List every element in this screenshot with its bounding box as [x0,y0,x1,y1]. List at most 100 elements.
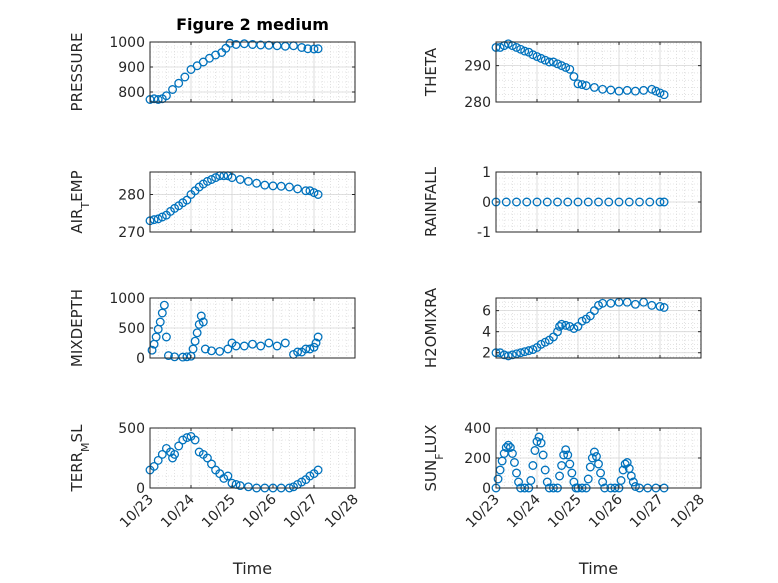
subplot-3: 270 280 AIRTEMP [68,170,356,241]
data-point [309,342,319,352]
data-point [215,346,225,356]
data-point [202,176,212,186]
y-tick-label: 1 [482,165,491,181]
data-point [557,461,567,470]
data-point [540,55,550,65]
x-tick-label: 10/25 [545,492,585,532]
data-point [553,59,562,69]
data-point [659,197,669,207]
x-tick-label: 10/28 [668,492,708,532]
data-point [309,188,319,198]
data-point [540,465,550,475]
y-tick-label: 1000 [109,35,145,51]
data-point [182,433,192,443]
data-point [587,453,597,463]
axes-box [495,297,702,359]
y-tick-label: -1 [477,225,491,241]
data-point [252,178,262,188]
x-axis-label: Time [232,559,272,578]
data-point [594,197,603,207]
data-point [553,327,562,337]
data-point [243,482,253,492]
chart-title: Figure 2 medium [176,15,329,34]
data-point [493,474,503,484]
data-point [516,348,526,358]
y-tick-label: 0 [136,481,145,497]
data-point [565,64,575,74]
subplot-5: 0 500 1000 MIXDEPTH [68,289,356,367]
plot-area [496,298,701,358]
y-axis-label: AIRTEMP [68,170,92,233]
data-point [510,458,519,467]
y-tick-label: 270 [118,225,145,241]
data-point [207,175,216,184]
data-point [530,446,540,455]
data-point [503,351,513,361]
data-point [501,197,511,207]
data-point [598,477,608,487]
y-axis-label: MIXDEPTH [68,289,86,367]
data-point [555,471,564,481]
data-point [520,46,530,56]
y-tick-label: 280 [464,95,491,111]
y-axis-label: TERRMSL [68,424,92,493]
data-point [161,91,171,101]
data-point [559,450,569,460]
data-point [313,44,323,54]
data-point [512,197,521,207]
data-point [301,344,311,354]
data-point [507,350,517,360]
data-point [309,44,319,54]
data-point [174,441,184,451]
data-point [196,311,206,321]
data-point [585,462,595,472]
data-point [569,477,579,487]
data-point [630,86,640,96]
data-point [313,465,323,475]
data-point [522,197,532,207]
data-point [505,443,515,452]
y-axis-label: THETA [422,47,440,97]
data-point [614,86,624,96]
data-point [151,332,161,342]
data-point [168,85,177,94]
data-point [248,339,257,349]
data-point [647,84,657,94]
y-tick-label: 6 [482,304,491,320]
data-point [606,298,616,308]
data-point [180,72,190,82]
data-point [647,300,657,310]
y-tick-label: 280 [118,188,145,204]
data-point [174,78,184,88]
data-point [293,347,303,357]
data-point [536,438,546,448]
y-tick-label: 500 [118,421,145,437]
y-tick-label: 400 [464,421,491,437]
data-point [256,341,266,351]
y-tick-label: 800 [118,85,145,101]
y-axis-label: RAINFALL [422,166,440,237]
data-point [239,39,249,49]
data-point [628,477,638,487]
data-point [598,84,608,94]
data-point [297,43,307,52]
data-point [542,197,552,207]
data-point [532,52,542,61]
data-point [542,477,552,487]
data-point [622,458,632,467]
data-point [190,336,200,346]
y-tick-label: 0 [482,195,491,211]
data-point [561,320,571,330]
data-point [553,197,562,207]
subplot-6: 2 4 6 H2OMIXRA [422,287,702,368]
y-tick-label: 290 [464,59,491,75]
y-axis-label: PRESSURE [68,33,86,112]
subplot-4: -1 0 1 RAINFALL [422,165,702,241]
data-point [276,181,286,191]
y-tick-label: 500 [118,321,145,337]
data-point [577,80,587,89]
data-point [581,81,591,91]
subplot-7: 10/23 10/24 10/25 10/26 10/27 10/28 0 500 TERRMS… [68,421,362,578]
data-point [624,197,634,207]
